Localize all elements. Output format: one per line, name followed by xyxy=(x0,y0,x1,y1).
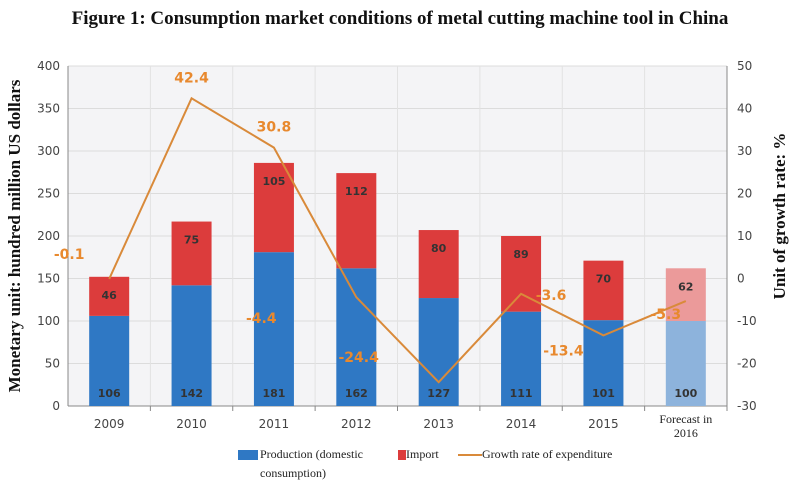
bar-production xyxy=(253,252,294,406)
data-label-growth: -13.4 xyxy=(543,343,584,359)
y-tick-label: 400 xyxy=(37,59,60,73)
legend-swatch-import xyxy=(398,450,406,460)
y-tick-label: 100 xyxy=(37,314,60,328)
legend-label-import: Import xyxy=(406,447,439,461)
data-label-growth: -4.4 xyxy=(246,311,277,327)
chart-title: Figure 1: Consumption market conditions … xyxy=(71,8,729,29)
x-tick-label: 2013 xyxy=(423,417,454,431)
bar-production xyxy=(336,268,377,406)
bar-production xyxy=(418,298,459,406)
data-label-import: 89 xyxy=(513,248,528,261)
legend-swatch-production xyxy=(238,450,258,460)
y-tick-label: 350 xyxy=(37,102,60,116)
bar-import xyxy=(336,173,377,269)
data-label-growth: 30.8 xyxy=(257,120,292,136)
y-tick-label: 300 xyxy=(37,144,60,158)
x-tick-label: 2014 xyxy=(506,417,537,431)
bar-production xyxy=(501,311,542,406)
legend-label-growth: Growth rate of expenditure xyxy=(482,447,612,461)
data-label-import: 80 xyxy=(431,242,447,255)
data-label-production: 162 xyxy=(345,387,368,400)
y-axis-title: Monetary unit: hundred million US dollar… xyxy=(5,79,24,392)
data-label-import: 75 xyxy=(184,234,199,247)
y-tick-label: 50 xyxy=(45,357,60,371)
data-label-production: 100 xyxy=(674,387,697,400)
data-label-growth: -3.6 xyxy=(536,288,567,304)
y2-tick-label: 50 xyxy=(737,59,752,73)
data-label-growth: -5.3 xyxy=(651,307,682,323)
x-tick-label: 2010 xyxy=(176,417,207,431)
legend-label-production: Production (domestic xyxy=(260,447,363,461)
y-tick-label: 150 xyxy=(37,272,60,286)
data-label-growth: 42.4 xyxy=(174,70,209,86)
x-tick-label: 2012 xyxy=(341,417,372,431)
data-label-production: 111 xyxy=(510,387,533,400)
data-label-production: 101 xyxy=(592,387,615,400)
y2-tick-label: -10 xyxy=(737,314,757,328)
bar-production xyxy=(665,321,706,406)
data-label-import: 46 xyxy=(102,289,118,302)
x-tick-label: 2016 xyxy=(674,426,698,440)
y-tick-label: 200 xyxy=(37,229,60,243)
x-tick-label: 2015 xyxy=(588,417,619,431)
data-label-growth: -0.1 xyxy=(54,247,85,263)
legend-label-production-cont: consumption) xyxy=(260,466,326,480)
x-tick-label: 2011 xyxy=(259,417,290,431)
data-label-import: 62 xyxy=(678,280,693,293)
y-tick-label: 0 xyxy=(52,399,60,413)
y2-tick-label: 30 xyxy=(737,144,752,158)
y2-tick-label: -30 xyxy=(737,399,757,413)
data-label-production: 127 xyxy=(427,387,450,400)
y2-tick-label: 10 xyxy=(737,229,752,243)
bar-import xyxy=(501,236,542,312)
bar-import xyxy=(171,221,212,286)
bar-import xyxy=(253,162,294,253)
data-label-production: 106 xyxy=(98,387,121,400)
bar-import xyxy=(665,268,706,321)
bar-import xyxy=(418,230,459,299)
data-label-import: 105 xyxy=(262,175,285,188)
bar-production xyxy=(89,315,130,406)
data-label-production: 142 xyxy=(180,387,203,400)
data-label-growth: -24.4 xyxy=(339,350,380,366)
y2-tick-label: 40 xyxy=(737,102,752,116)
growth-line xyxy=(108,96,687,384)
data-label-import: 70 xyxy=(596,273,612,286)
data-label-production: 181 xyxy=(262,387,285,400)
y2-tick-label: 20 xyxy=(737,187,752,201)
y-tick-label: 250 xyxy=(37,187,60,201)
y2-tick-label: 0 xyxy=(737,272,745,286)
bar-import xyxy=(89,276,130,316)
x-tick-label: 2009 xyxy=(94,417,125,431)
x-tick-label: Forecast in xyxy=(659,412,712,426)
y2-tick-label: -20 xyxy=(737,357,757,371)
bar-production xyxy=(171,285,212,406)
y2-axis-title: Unit of growth rate: % xyxy=(770,133,789,300)
data-label-import: 112 xyxy=(345,185,368,198)
bar-import xyxy=(583,260,624,321)
